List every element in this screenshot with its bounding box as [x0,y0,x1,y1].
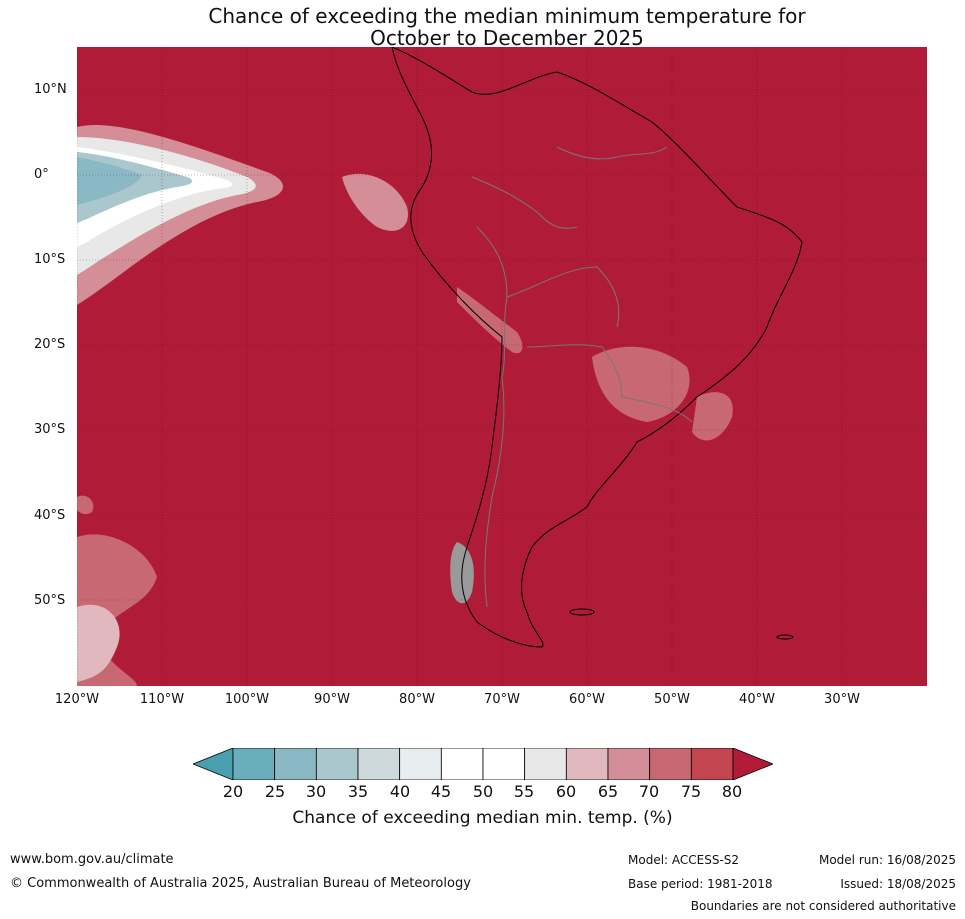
sw-pacific-anomaly-inner [77,604,120,682]
colorbar-tick-65: 65 [597,782,619,801]
colorbar-tick-60: 60 [555,782,577,801]
footer-copyright: © Commonwealth of Australia 2025, Austra… [10,876,471,891]
colorbar-swatch [607,747,651,781]
colorbar-tick-25: 25 [264,782,286,801]
lat-label-30s: 30°S [34,422,66,437]
lon-label-50w: 50°W [654,692,690,707]
pacific-small-patch [77,495,94,515]
footer-base-period: Base period: 1981-2018 [628,877,773,891]
colorbar-swatch [649,747,692,781]
lat-label-0: 0° [34,167,49,182]
lon-label-30w: 30°W [824,692,860,707]
map-gridlines [76,47,927,686]
colorbar-tick-20: 20 [222,782,244,801]
colorbar-title: Chance of exceeding median min. temp. (%… [292,808,673,828]
colorbar-arrow-high [732,747,775,781]
lat-label-50s: 50°S [34,593,66,608]
lon-label-120w: 120°W [54,692,100,707]
footer-boundaries-note: Boundaries are not considered authoritat… [690,899,956,913]
brazil-anomaly [592,346,690,422]
colorbar-swatch [440,747,484,781]
map-background [77,47,927,686]
lon-label-80w: 80°W [399,692,435,707]
south-america-coastline [391,46,803,648]
colorbar-tick-30: 30 [305,782,327,801]
probability-map [76,46,927,686]
colorbar-tick-80: 80 [721,782,743,801]
atlantic-anomaly [692,392,733,441]
lat-label-40s: 40°S [34,508,66,523]
colorbar-tick-55: 55 [513,782,535,801]
colorbar-tick-70: 70 [638,782,660,801]
lon-label-90w: 90°W [314,692,350,707]
galapagos-anomaly [342,173,408,231]
colorbar-swatch [565,747,609,781]
map-canvas [76,46,927,686]
country-boundaries [471,146,693,608]
pacific-anomaly-cold-core [77,157,142,205]
colorbar-tick-40: 40 [389,782,411,801]
colorbar-tick-50: 50 [472,782,494,801]
lat-label-10s: 10°S [34,252,66,267]
colorbar-swatch [315,747,359,781]
footer-model: Model: ACCESS-S2 [628,853,740,867]
colorbar-swatch [274,747,317,781]
footer-url[interactable]: www.bom.gov.au/climate [10,852,174,867]
south-georgia [776,634,794,640]
colorbar-arrow-low [191,747,234,781]
footer-issued: Issued: 18/08/2025 [840,877,956,891]
colorbar-tick-35: 35 [347,782,369,801]
colorbar [191,747,775,781]
footer-model-run: Model run: 16/08/2025 [818,853,956,867]
lat-label-20s: 20°S [34,337,66,352]
colorbar-tick-45: 45 [430,782,452,801]
map-title-line-1: Chance of exceeding the median minimum t… [208,4,806,28]
andes-anomaly [457,287,523,354]
lat-label-10n: 10°N [34,82,67,97]
falkland-islands [569,608,595,616]
colorbar-swatch [690,747,734,781]
colorbar-swatch [524,747,567,781]
map-title-line-2: October to December 2025 [370,26,644,50]
lon-label-110w: 110°W [139,692,185,707]
colorbar-tick-75: 75 [680,782,702,801]
colorbar-swatch [482,747,526,781]
lon-label-40w: 40°W [739,692,775,707]
lon-label-60w: 60°W [569,692,605,707]
lon-label-70w: 70°W [484,692,520,707]
lon-label-100w: 100°W [224,692,270,707]
colorbar-swatch [399,747,442,781]
colorbar-swatch [232,747,276,781]
colorbar-svg [191,747,775,781]
colorbar-swatch [357,747,401,781]
